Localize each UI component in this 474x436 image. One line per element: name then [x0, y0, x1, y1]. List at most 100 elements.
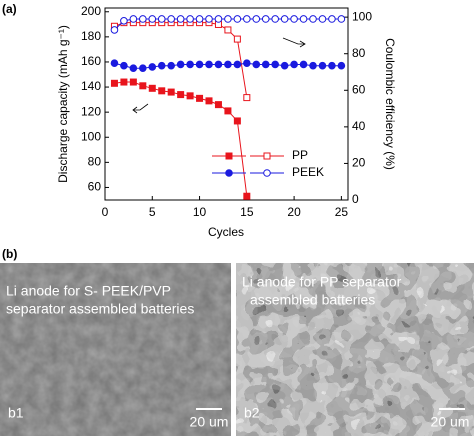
- marker: [280, 15, 289, 23]
- marker: [318, 61, 327, 70]
- marker: [148, 84, 156, 92]
- marker: [205, 60, 213, 69]
- marker: [120, 61, 128, 70]
- marker: [214, 101, 222, 109]
- image-caption: assembled batteries: [250, 292, 375, 308]
- marker: [167, 15, 175, 23]
- image-caption: Li anode for S- PEEK/PVP: [6, 283, 171, 299]
- marker: [120, 17, 128, 25]
- marker: [129, 15, 138, 23]
- annotation-arrow: [132, 103, 149, 114]
- marker: [243, 59, 251, 68]
- y2-tick-label: 80: [352, 46, 366, 60]
- x-tick-label: 10: [193, 205, 207, 219]
- x-tick-label: 20: [287, 205, 301, 219]
- marker: [280, 61, 289, 70]
- marker: [337, 61, 346, 70]
- image-label: b2: [244, 405, 260, 421]
- sem-image-2: Li anode for PP separator assembled batt…: [236, 263, 474, 436]
- marker: [243, 94, 251, 102]
- scale-label: 20 um: [190, 414, 229, 430]
- marker: [299, 15, 308, 23]
- marker: [243, 15, 251, 23]
- marker: [224, 107, 232, 115]
- y-tick-label: 180: [81, 29, 101, 43]
- marker: [233, 35, 241, 43]
- y2-tick-label: 60: [352, 82, 366, 96]
- marker: [224, 60, 232, 69]
- scale-label: 20 um: [431, 414, 470, 430]
- legend-marker: [225, 152, 233, 160]
- marker: [157, 61, 166, 70]
- sem-texture: [0, 263, 231, 436]
- series-line: [114, 22, 248, 98]
- panel-label: (a): [2, 2, 17, 16]
- marker: [271, 60, 279, 69]
- y-axis-label: Discharge capacity (mAh g⁻¹): [56, 25, 70, 183]
- marker: [139, 82, 147, 90]
- sem-texture: [236, 263, 474, 436]
- marker: [252, 15, 261, 23]
- marker: [177, 91, 185, 99]
- y-tick-label: 120: [81, 104, 101, 118]
- y-tick-label: 80: [88, 155, 102, 169]
- marker: [139, 64, 147, 73]
- y-tick-label: 100: [81, 129, 101, 143]
- marker: [148, 63, 157, 71]
- x-axis-label: Cycles: [208, 225, 244, 239]
- y2-tick-label: 20: [352, 156, 366, 170]
- sem-image-1: Li anode for S- PEEK/PVP separator assem…: [0, 263, 231, 436]
- marker: [186, 15, 194, 23]
- marker: [309, 15, 317, 23]
- marker: [252, 60, 261, 69]
- marker: [271, 15, 279, 23]
- marker: [110, 79, 118, 87]
- legend-marker: [225, 169, 233, 177]
- y2-tick-label: 40: [352, 119, 366, 133]
- marker: [233, 60, 242, 69]
- marker: [186, 60, 194, 69]
- marker: [205, 97, 213, 105]
- marker: [129, 78, 137, 86]
- marker: [328, 61, 336, 70]
- y2-axis-label: Coulombic efficiency (%): [383, 38, 397, 170]
- marker: [233, 117, 241, 125]
- marker: [261, 60, 270, 69]
- marker: [195, 60, 204, 69]
- y-tick-label: 160: [81, 54, 101, 68]
- y-tick-label: 60: [88, 180, 102, 194]
- marker: [224, 26, 232, 34]
- marker: [318, 15, 327, 23]
- legend-label: PEEK: [292, 165, 324, 179]
- marker: [186, 92, 194, 100]
- legend-marker: [263, 169, 271, 177]
- marker: [214, 60, 223, 69]
- y2-tick-label: 0: [352, 192, 359, 206]
- marker: [157, 15, 166, 23]
- image-label: b1: [8, 405, 24, 421]
- marker: [176, 60, 185, 69]
- image-caption: Li anode for PP separator: [242, 274, 402, 290]
- marker: [233, 15, 242, 23]
- marker: [243, 192, 251, 200]
- x-tick-label: 5: [149, 205, 156, 219]
- image-caption: separator assembled batteries: [6, 301, 194, 317]
- marker: [224, 15, 232, 23]
- marker: [139, 15, 147, 23]
- marker: [110, 59, 119, 68]
- legend-marker: [263, 152, 271, 160]
- marker: [196, 94, 204, 102]
- marker: [261, 15, 270, 23]
- marker: [195, 15, 204, 23]
- marker: [328, 15, 336, 23]
- marker: [120, 78, 128, 86]
- x-tick-label: 15: [240, 205, 254, 219]
- marker: [158, 87, 166, 95]
- marker: [309, 61, 317, 70]
- marker: [110, 26, 119, 34]
- x-tick-label: 25: [335, 205, 349, 219]
- marker: [290, 60, 298, 69]
- marker: [299, 60, 308, 69]
